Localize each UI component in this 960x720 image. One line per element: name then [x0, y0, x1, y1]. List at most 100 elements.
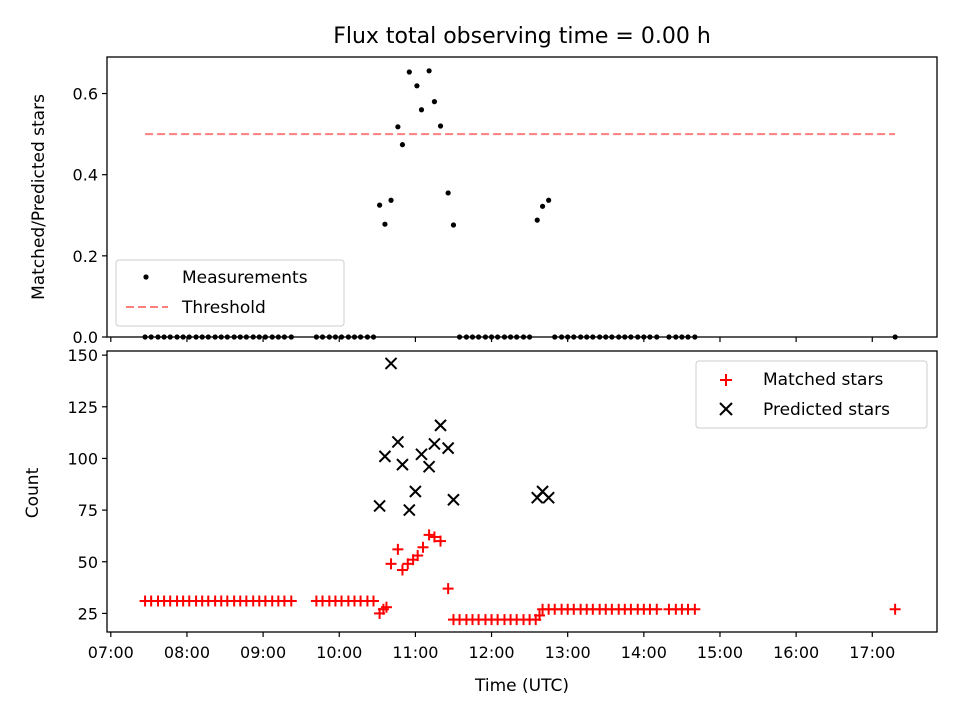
y-tick-label: 0.2: [73, 247, 98, 266]
measurement-point: [546, 197, 552, 203]
predicted-star-point: [378, 450, 392, 463]
predicted-star-stroke-b: [373, 499, 386, 513]
predicted-star-stroke-b: [409, 485, 422, 498]
predicted-star-point: [391, 435, 405, 449]
matched-star-point: [417, 541, 429, 553]
predicted-star-point: [403, 503, 416, 517]
x-tick-label: 07:00: [88, 643, 134, 662]
ratio-panel: 0.0 0.2 0.4 0.6 Matched/Predicted stars Mea…: [29, 56, 938, 347]
measurement-point: [539, 203, 546, 209]
legend-matched-marker: [720, 374, 732, 386]
measurement-point: [445, 190, 451, 196]
count-axes-frame: [106, 350, 938, 633]
predicted-star-point: [373, 499, 386, 513]
matched-star-point: [285, 595, 297, 607]
x-tick-label: 14:00: [621, 643, 667, 662]
count-legend: Matched stars Predicted stars: [695, 360, 928, 429]
figure-title: Flux total observing time = 0.00 h: [333, 24, 711, 49]
predicted-star-point: [447, 493, 460, 506]
x-axis-label: Time (UTC): [474, 676, 569, 696]
measurement-point: [414, 83, 420, 89]
measurement-point: [395, 124, 401, 130]
matched-star-point: [435, 535, 447, 547]
ratio-legend-box: [115, 259, 345, 327]
x-tick-label: 17:00: [849, 643, 895, 662]
predicted-star-stroke-b: [403, 503, 416, 517]
legend-measurements-label: Measurements: [182, 268, 308, 288]
predicted-star-stroke-b: [536, 485, 549, 498]
x-tick-label: 10:00: [316, 643, 362, 662]
matched-star-point: [423, 529, 435, 541]
measurement-point: [431, 99, 438, 105]
y-tick-label: 50: [78, 553, 98, 572]
predicted-star-point: [415, 448, 428, 461]
measurement-point: [450, 222, 457, 228]
y-tick-label: 0.6: [73, 85, 98, 104]
ratio-y-axis-label: Matched/Predicted stars: [29, 94, 49, 300]
predicted-star-point: [441, 441, 455, 455]
measurement-point: [406, 69, 412, 75]
matched-star-point: [380, 601, 392, 613]
measurement-point: [437, 123, 444, 129]
predicted-star-stroke-b: [391, 435, 405, 449]
predicted-star-stroke-b: [434, 419, 447, 432]
count-legend-box: [695, 360, 928, 429]
y-tick-label: 0.4: [73, 166, 98, 185]
matched-star-point: [651, 603, 663, 615]
count-panel: 25 50 75 100 125 150 07:00 08:00 09:00 10:00 11:0…: [23, 346, 938, 696]
matched-star-point: [412, 550, 424, 562]
x-tick-label: 16:00: [773, 643, 819, 662]
predicted-star-point: [396, 458, 409, 471]
y-tick-label: 75: [78, 501, 98, 520]
x-tick-label: 13:00: [545, 643, 591, 662]
predicted-star-point: [542, 491, 555, 504]
predicted-star-point: [384, 357, 398, 370]
measurement-point: [426, 68, 432, 74]
matched-star-point: [368, 595, 380, 607]
matched-star-point: [396, 564, 408, 576]
legend-predicted-marker: [719, 402, 733, 416]
matched-star-point: [689, 603, 701, 615]
predicted-star-stroke-b: [447, 493, 460, 506]
predicted-star-stroke-b: [441, 441, 455, 455]
ratio-x-ticks: [110, 337, 873, 342]
matched-star-point: [442, 583, 454, 595]
y-tick-label: 100: [67, 449, 98, 468]
ratio-axes-frame: [106, 56, 938, 338]
legend-predicted-label: Predicted stars: [763, 400, 890, 420]
predicted-star-stroke-b: [542, 491, 555, 504]
y-tick-label: 25: [78, 604, 98, 623]
measurement-point: [418, 107, 425, 113]
predicted-star-stroke-b: [378, 450, 392, 463]
y-tick-label: 125: [67, 398, 98, 417]
y-tick-label: 150: [67, 346, 98, 365]
x-tick-label: 15:00: [697, 643, 743, 662]
measurement-point: [534, 217, 540, 223]
measurement-point: [382, 221, 388, 227]
predicted-star-point: [422, 460, 436, 473]
predicted-star-stroke-b: [396, 458, 409, 471]
count-y-ticks: 25 50 75 100 125 150: [67, 346, 107, 623]
predicted-star-stroke-b: [415, 448, 428, 461]
predicted-star-point: [409, 485, 422, 498]
matched-star-point: [392, 543, 404, 555]
ratio-y-ticks: 0.0 0.2 0.4 0.6: [73, 85, 107, 347]
legend-threshold-label: Threshold: [181, 298, 266, 318]
x-tick-label: 12:00: [468, 643, 514, 662]
predicted-star-stroke-b: [428, 437, 441, 451]
predicted-star-stroke-b: [422, 460, 436, 473]
x-tick-label: 08:00: [164, 643, 210, 662]
predicted-star-point: [434, 419, 447, 432]
matched-star-point: [385, 558, 397, 570]
matched-star-point: [534, 609, 546, 621]
y-tick-label: 0.0: [73, 328, 98, 347]
x-tick-label: 09:00: [240, 643, 286, 662]
predicted-star-stroke-b: [384, 357, 398, 370]
legend-measurements-marker: [143, 274, 149, 280]
count-x-ticks: 07:00 08:00 09:00 10:00 11:00 12:00 13:00 14:00…: [88, 632, 895, 662]
matched-star-point: [889, 603, 901, 615]
count-y-axis-label: Count: [23, 467, 43, 518]
measurement-point: [399, 142, 406, 148]
